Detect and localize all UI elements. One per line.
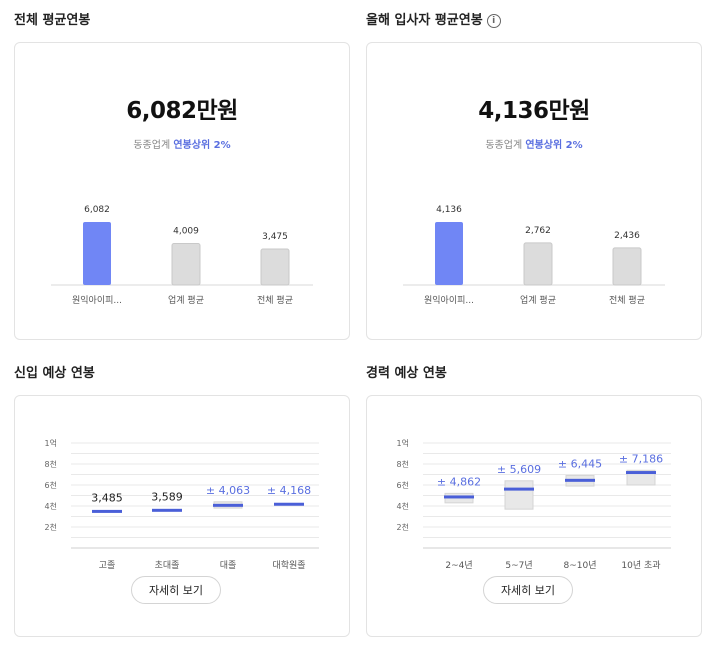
bar-value-label: 6,082	[84, 205, 110, 215]
bar-category-label: 전체 평균	[609, 295, 645, 306]
median-bar	[152, 508, 182, 512]
career-expected-salary-title: 경력 예상 연봉	[366, 366, 447, 381]
median-bar	[92, 509, 122, 513]
bar	[83, 222, 111, 285]
percentile-highlight: 연봉상위 2%	[173, 140, 231, 151]
bar	[523, 242, 553, 286]
median-bar	[626, 471, 656, 475]
x-category-label: 대졸	[220, 560, 237, 571]
bar-category-label: 전체 평균	[257, 295, 293, 306]
bar-category-label: 업계 평균	[168, 294, 204, 306]
bar	[612, 247, 642, 286]
bar-value-label: 2,762	[525, 226, 551, 236]
y-tick-label: 6천	[397, 480, 409, 490]
value-label: 3,485	[91, 491, 123, 504]
new-hire-avg-salary-label: 올해 입사자 평균연봉	[366, 13, 483, 28]
entry-expected-salary-card: 1억 8천 6천 4천 2천 3,485 고졸 3,589 초대졸 ± 4,063 대졸 ± 4,16…	[14, 395, 350, 637]
y-tick-label: 8천	[45, 459, 57, 469]
median-bar	[213, 503, 243, 507]
value-label: ± 7,186	[619, 452, 663, 465]
bar-value-label: 4,136	[436, 205, 462, 215]
value-label: ± 5,609	[497, 463, 541, 476]
y-tick-label: 4천	[45, 501, 57, 511]
new-hire-avg-bar-chart: 4,136 원익아이피... 2,762 업계 평균 2,436 전체 평균	[403, 205, 665, 306]
entry-detail-button[interactable]: 자세히 보기	[131, 576, 221, 604]
bar-category-label: 원익아이피...	[424, 294, 474, 306]
y-tick-label: 2천	[397, 522, 409, 532]
median-bar	[274, 502, 304, 506]
x-category-label: 고졸	[99, 560, 116, 571]
x-category-label: 초대졸	[155, 560, 180, 571]
median-bar	[565, 478, 595, 482]
bar-value-label: 2,436	[614, 231, 640, 241]
y-tick-label: 6천	[45, 480, 57, 490]
percentile-highlight: 연봉상위 2%	[525, 140, 583, 151]
bar	[435, 222, 463, 285]
total-avg-salary-title: 전체 평균연봉	[14, 13, 91, 28]
bar	[260, 248, 290, 286]
bar-value-label: 4,009	[173, 226, 199, 236]
total-avg-percentile: 동종업계 연봉상위 2%	[15, 136, 349, 151]
total-avg-bar-chart: 6,082 원익아이피... 4,009 업계 평균 3,475 전체 평균	[51, 205, 313, 306]
new-hire-avg-percentile: 동종업계 연봉상위 2%	[367, 136, 701, 151]
y-tick-label: 1억	[397, 438, 409, 448]
median-bar	[504, 487, 534, 491]
y-tick-label: 2천	[45, 522, 57, 532]
percentile-prefix: 동종업계	[133, 140, 171, 151]
x-category-label: 5~7년	[505, 560, 532, 571]
value-label: ± 4,862	[437, 475, 481, 488]
new-hire-avg-amount: 4,136만원	[478, 98, 590, 124]
value-label: ± 4,063	[206, 484, 250, 497]
entry-expected-range-chart: 1억 8천 6천 4천 2천 3,485 고졸 3,589 초대졸 ± 4,063 대졸 ± 4,16…	[45, 438, 319, 571]
y-tick-label: 1억	[45, 438, 57, 448]
median-bar	[444, 495, 474, 499]
value-label: ± 6,445	[558, 458, 602, 471]
range-box	[504, 480, 534, 510]
new-hire-avg-salary-card: 4,136만원 동종업계 연봉상위 2% 4,136 원익아이피... 2,762 업…	[366, 42, 702, 340]
x-category-label: 8~10년	[564, 560, 597, 571]
percentile-prefix: 동종업계	[485, 140, 523, 151]
x-category-label: 10년 초과	[621, 560, 660, 571]
bar-value-label: 3,475	[262, 232, 288, 242]
info-circle-icon[interactable]: i	[486, 14, 501, 28]
entry-expected-salary-title: 신입 예상 연봉	[14, 366, 95, 381]
y-tick-label: 8천	[397, 459, 409, 469]
total-avg-salary-card: 6,082만원 동종업계 연봉상위 2% 6,082 원익아이피... 4,009 업…	[14, 42, 350, 340]
value-label: 3,589	[151, 490, 183, 503]
bar	[171, 242, 201, 286]
bar-category-label: 업계 평균	[520, 294, 556, 306]
career-detail-button[interactable]: 자세히 보기	[483, 576, 573, 604]
bar-category-label: 원익아이피...	[72, 294, 122, 306]
career-expected-range-chart: 1억 8천 6천 4천 2천 ± 4,862 2~4년 ± 5,609 5~7년 ± 6,445 8…	[397, 438, 671, 571]
y-tick-label: 4천	[397, 501, 409, 511]
new-hire-avg-salary-title: 올해 입사자 평균연봉 i	[366, 9, 501, 28]
total-avg-amount: 6,082만원	[126, 98, 238, 124]
career-expected-salary-card: 1억 8천 6천 4천 2천 ± 4,862 2~4년 ± 5,609 5~7년 ± 6,445 8…	[366, 395, 702, 637]
value-label: ± 4,168	[267, 484, 311, 497]
x-category-label: 2~4년	[445, 560, 472, 571]
x-category-label: 대학원졸	[272, 560, 305, 571]
